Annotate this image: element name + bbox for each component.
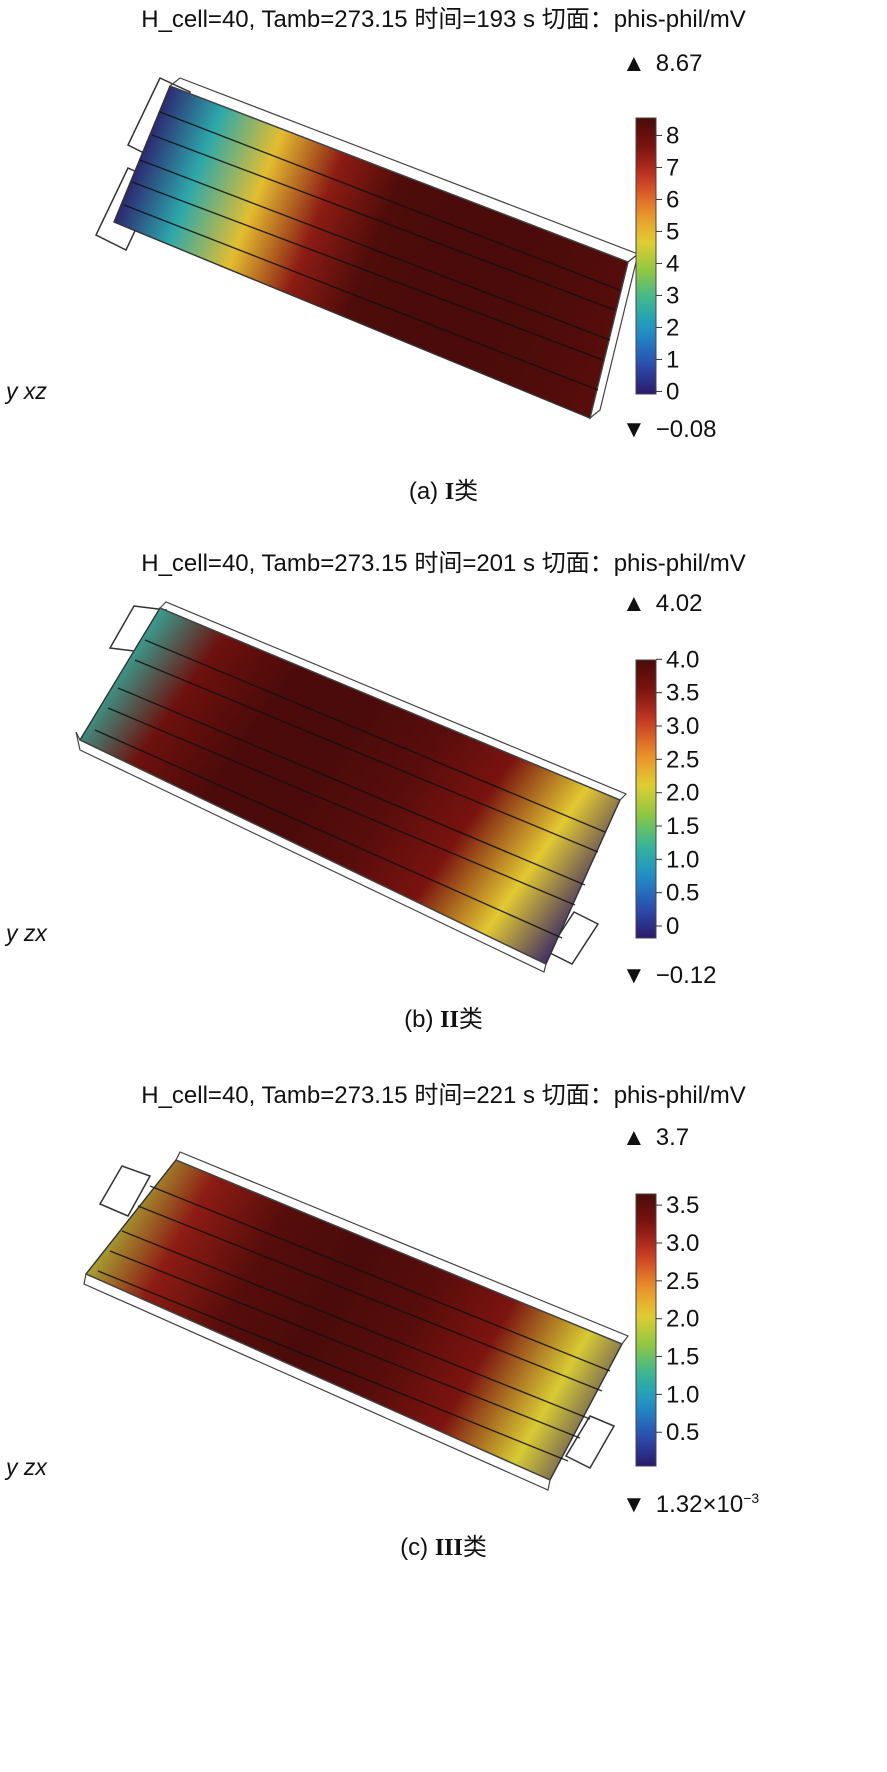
colorbar-tick-label: 0.5 [666, 880, 699, 907]
layer-lines [123, 111, 621, 391]
colorbar-ticks: 0 0.5 1.0 1.5 2.0 2.5 3.0 3.5 4.0 [656, 646, 699, 940]
max-label: ▲ 8.67 [622, 50, 703, 77]
terminal-tab-bottom [564, 1415, 616, 1469]
colorbar-tick-label: 3 [666, 282, 679, 309]
panel-b: H_cell=40, Tamb=273.15 时间=201 s 切面：phis-… [0, 540, 887, 1130]
max-triangle-icon: ▲ [622, 50, 646, 77]
min-label: ▼ 1.32×10−3 [622, 1490, 760, 1518]
colorbar-tick-label: 1.0 [666, 846, 699, 873]
colorbar-tick-label: 2.5 [666, 1268, 699, 1295]
max-triangle-icon: ▲ [622, 590, 646, 617]
panel-title: H_cell=40, Tamb=273.15 时间=193 s 切面：phis-… [141, 6, 746, 33]
plot-svg: 0.5 1.0 1.5 2.0 2.5 3.0 3.5 [83, 1151, 699, 1491]
colorbar-ticks: 0.5 1.0 1.5 2.0 2.5 3.0 3.5 [656, 1192, 699, 1446]
max-label: ▲ 3.7 [622, 1124, 690, 1151]
colorbar-tick-label: 2.0 [666, 780, 699, 807]
colorbar-tick-label: 3.0 [666, 713, 699, 740]
colorbar-tick-label: 0.5 [666, 1419, 699, 1446]
colorbar-tick-label: 1.0 [666, 1381, 699, 1408]
cell-top-edge [175, 1151, 629, 1345]
colorbar-tick-label: 6 [666, 186, 679, 213]
colorbar-tick-label: 4.0 [666, 646, 699, 673]
min-triangle-icon: ▼ [622, 962, 646, 989]
colorbar-tick-label: 1.5 [666, 813, 699, 840]
panel-c: H_cell=40, Tamb=273.15 时间=221 s 切面：phis-… [0, 1076, 887, 1666]
panel-title: H_cell=40, Tamb=273.15 时间=221 s 切面：phis-… [141, 1082, 746, 1109]
colorbar-tick-label: 1 [666, 346, 679, 373]
plot-svg: 0 0.5 1.0 1.5 2.0 2.5 3.0 3.5 4.0 [75, 601, 699, 973]
colorbar-tick-label: 1.5 [666, 1344, 699, 1371]
colorbar-ticks: 0 1 2 3 4 5 6 7 8 [656, 122, 679, 405]
plot-svg: 0 1 2 3 4 5 6 7 8 [95, 77, 679, 420]
min-triangle-icon: ▼ [622, 1491, 646, 1518]
cell-side-edge [75, 731, 547, 973]
colorbar [635, 1193, 657, 1467]
colorbar-tick-label: 3.5 [666, 1192, 699, 1219]
axis-triad: y zx [6, 920, 47, 946]
min-label: ▼ −0.12 [622, 962, 717, 989]
colorbar-tick-label: 0 [666, 913, 679, 940]
cell-surface [113, 85, 629, 419]
colorbar-tick-label: 2 [666, 314, 679, 341]
caption: (b) II类 [404, 1006, 483, 1033]
colorbar-tick-label: 8 [666, 122, 679, 149]
colorbar-tick-label: 2.5 [666, 746, 699, 773]
min-label: ▼ −0.08 [622, 416, 717, 443]
layer-lines [97, 1185, 611, 1462]
axis-triad: y zx [6, 1454, 47, 1480]
cell-top-edge [158, 601, 628, 801]
colorbar-tick-label: 5 [666, 218, 679, 245]
colorbar-tick-label: 4 [666, 250, 679, 277]
terminal-tab-top [98, 1165, 152, 1217]
panel-title: H_cell=40, Tamb=273.15 时间=201 s 切面：phis-… [141, 550, 746, 577]
colorbar-tick-label: 2.0 [666, 1306, 699, 1333]
colorbar-tick-label: 3.0 [666, 1230, 699, 1257]
axis-triad: y xz [6, 378, 47, 404]
colorbar-tick-label: 3.5 [666, 680, 699, 707]
layer-lines [94, 639, 606, 939]
caption: (c) III类 [400, 1534, 487, 1561]
colorbar [635, 659, 657, 939]
caption: (a) I类 [408, 478, 479, 505]
colorbar-tick-label: 0 [666, 378, 679, 405]
cell-side-edge [83, 1273, 551, 1491]
min-triangle-icon: ▼ [622, 416, 646, 443]
panel-a: H_cell=40, Tamb=273.15 时间=193 s 切面：phis-… [0, 0, 887, 590]
colorbar-tick-label: 7 [666, 154, 679, 181]
max-label: ▲ 4.02 [622, 590, 703, 617]
max-triangle-icon: ▲ [622, 1124, 646, 1151]
cell-side-edge [589, 252, 639, 420]
colorbar [635, 117, 657, 395]
